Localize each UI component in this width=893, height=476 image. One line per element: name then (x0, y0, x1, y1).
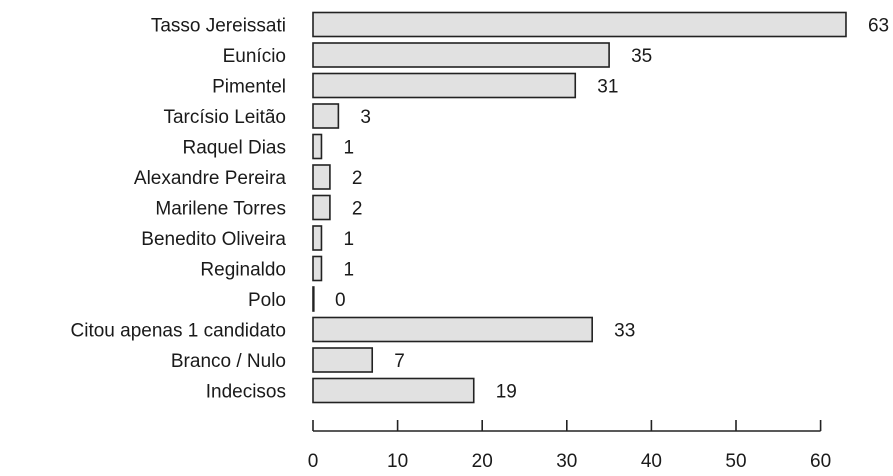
category-label: Tarcísio Leitão (163, 107, 286, 128)
x-axis: 0 10 20 30 40 50 60 (308, 420, 831, 472)
bar-12 (312, 377, 475, 404)
bar-6 (312, 194, 331, 221)
bar-8 (312, 255, 323, 282)
category-label: Alexandre Pereira (134, 168, 287, 189)
value-label: 33 (614, 321, 635, 342)
x-tick-label: 50 (725, 451, 746, 472)
category-label: Pimentel (212, 77, 286, 98)
x-tick-label: 10 (387, 451, 408, 472)
category-label: Citou apenas 1 candidato (71, 321, 287, 342)
category-label: Polo (248, 290, 286, 311)
bar-10 (312, 316, 593, 343)
value-label: 3 (360, 107, 371, 128)
category-label: Branco / Nulo (171, 351, 286, 372)
bar-5 (312, 164, 331, 190)
value-label: 31 (597, 77, 618, 98)
x-tick-label: 40 (641, 451, 662, 472)
category-label: Tasso Jereissati (151, 16, 286, 37)
value-label: 7 (394, 351, 405, 372)
bars-group (312, 11, 847, 404)
x-tick-label: 60 (810, 451, 831, 472)
x-tick-label: 30 (556, 451, 577, 472)
category-label: Marilene Torres (155, 199, 286, 220)
x-tick-label: 20 (472, 451, 493, 472)
value-label: 0 (335, 290, 346, 311)
bar-2 (312, 72, 577, 99)
bar-11 (312, 347, 374, 373)
value-label: 1 (343, 260, 354, 281)
category-label: Raquel Dias (183, 138, 287, 159)
category-label: Eunício (223, 46, 286, 67)
category-label: Benedito Oliveira (141, 229, 286, 250)
category-label: Indecisos (206, 382, 286, 403)
value-label: 35 (631, 46, 652, 67)
bar-1 (312, 42, 610, 68)
value-label: 1 (343, 138, 354, 159)
value-label: 2 (352, 199, 363, 220)
value-label: 2 (352, 168, 363, 189)
bar-7 (312, 225, 323, 251)
value-label: 63 (868, 16, 889, 37)
bar-4 (312, 133, 323, 160)
bar-3 (312, 103, 340, 129)
value-label: 19 (496, 382, 517, 403)
x-tick-label: 0 (308, 451, 319, 472)
category-label: Reginaldo (200, 260, 286, 281)
category-labels: Tasso Jereissati Eunício Pimentel Tarcísio … (71, 16, 287, 403)
value-label: 1 (343, 229, 354, 250)
bar-9 (312, 286, 315, 312)
bar-0 (312, 11, 847, 38)
